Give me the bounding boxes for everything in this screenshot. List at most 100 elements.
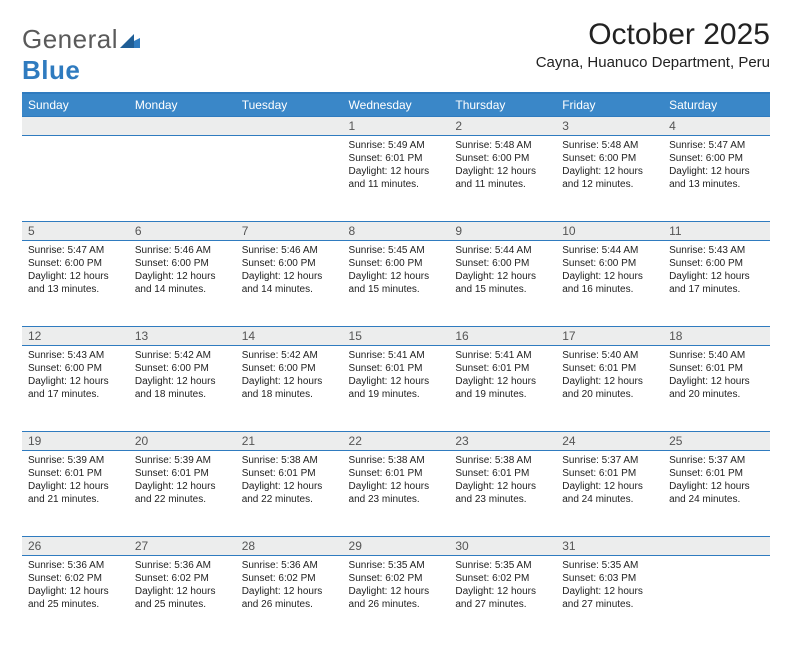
day-number: 27 [129,537,236,556]
daylight-text: Daylight: 12 hours and 23 minutes. [349,480,444,506]
day-cell [22,136,129,222]
day-cell: Sunrise: 5:41 AMSunset: 6:01 PMDaylight:… [449,346,556,432]
day-number: 2 [449,117,556,136]
day-cell: Sunrise: 5:44 AMSunset: 6:00 PMDaylight:… [449,241,556,327]
daylight-text: Daylight: 12 hours and 25 minutes. [135,585,230,611]
day-cell: Sunrise: 5:36 AMSunset: 6:02 PMDaylight:… [22,556,129,642]
logo-text-blue: Blue [22,55,80,85]
day-cell-body: Sunrise: 5:40 AMSunset: 6:01 PMDaylight:… [556,346,663,407]
day-cell: Sunrise: 5:43 AMSunset: 6:00 PMDaylight:… [22,346,129,432]
day-number: 19 [22,432,129,451]
day-number: 1 [343,117,450,136]
day-cell: Sunrise: 5:48 AMSunset: 6:00 PMDaylight:… [556,136,663,222]
daylight-text: Daylight: 12 hours and 26 minutes. [349,585,444,611]
daylight-text: Daylight: 12 hours and 17 minutes. [28,375,123,401]
day-cell: Sunrise: 5:47 AMSunset: 6:00 PMDaylight:… [22,241,129,327]
sunset-text: Sunset: 6:01 PM [669,362,764,375]
day-cell-body: Sunrise: 5:38 AMSunset: 6:01 PMDaylight:… [343,451,450,512]
sunrise-text: Sunrise: 5:39 AM [28,454,123,467]
sunrise-text: Sunrise: 5:41 AM [349,349,444,362]
day-cell [129,136,236,222]
day-cell: Sunrise: 5:44 AMSunset: 6:00 PMDaylight:… [556,241,663,327]
day-cell: Sunrise: 5:42 AMSunset: 6:00 PMDaylight:… [236,346,343,432]
logo: General Blue [22,18,140,86]
daylight-text: Daylight: 12 hours and 20 minutes. [669,375,764,401]
day-number: 29 [343,537,450,556]
sunrise-text: Sunrise: 5:37 AM [562,454,657,467]
sunrise-text: Sunrise: 5:38 AM [455,454,550,467]
daynum-row: 262728293031 [22,537,770,556]
sunrise-text: Sunrise: 5:40 AM [669,349,764,362]
day-cell-body: Sunrise: 5:42 AMSunset: 6:00 PMDaylight:… [236,346,343,407]
daylight-text: Daylight: 12 hours and 13 minutes. [28,270,123,296]
sunrise-text: Sunrise: 5:36 AM [28,559,123,572]
daylight-text: Daylight: 12 hours and 15 minutes. [455,270,550,296]
day-cell-body: Sunrise: 5:42 AMSunset: 6:00 PMDaylight:… [129,346,236,407]
sunrise-text: Sunrise: 5:47 AM [669,139,764,152]
daylight-text: Daylight: 12 hours and 11 minutes. [455,165,550,191]
sunset-text: Sunset: 6:01 PM [135,467,230,480]
day-cell: Sunrise: 5:47 AMSunset: 6:00 PMDaylight:… [663,136,770,222]
daylight-text: Daylight: 12 hours and 12 minutes. [562,165,657,191]
weekday-header: Thursday [449,93,556,117]
day-number: 6 [129,222,236,241]
day-number: 5 [22,222,129,241]
location-text: Cayna, Huanuco Department, Peru [536,54,770,71]
sunrise-text: Sunrise: 5:45 AM [349,244,444,257]
daylight-text: Daylight: 12 hours and 17 minutes. [669,270,764,296]
day-cell: Sunrise: 5:38 AMSunset: 6:01 PMDaylight:… [236,451,343,537]
sunset-text: Sunset: 6:01 PM [455,467,550,480]
weekday-header: Wednesday [343,93,450,117]
sunrise-text: Sunrise: 5:36 AM [242,559,337,572]
day-cell-body: Sunrise: 5:45 AMSunset: 6:00 PMDaylight:… [343,241,450,302]
daynum-row: 19202122232425 [22,432,770,451]
sunset-text: Sunset: 6:00 PM [455,152,550,165]
sunset-text: Sunset: 6:00 PM [669,152,764,165]
sunset-text: Sunset: 6:00 PM [562,152,657,165]
day-number: 26 [22,537,129,556]
sunset-text: Sunset: 6:00 PM [28,362,123,375]
sunset-text: Sunset: 6:02 PM [455,572,550,585]
sunset-text: Sunset: 6:01 PM [242,467,337,480]
sunrise-text: Sunrise: 5:46 AM [242,244,337,257]
day-cell: Sunrise: 5:36 AMSunset: 6:02 PMDaylight:… [129,556,236,642]
day-number [663,537,770,556]
day-cell-body: Sunrise: 5:40 AMSunset: 6:01 PMDaylight:… [663,346,770,407]
day-cell: Sunrise: 5:37 AMSunset: 6:01 PMDaylight:… [556,451,663,537]
header: General Blue October 2025 Cayna, Huanuco… [22,18,770,86]
sunrise-text: Sunrise: 5:48 AM [562,139,657,152]
sunset-text: Sunset: 6:00 PM [135,257,230,270]
day-cell: Sunrise: 5:39 AMSunset: 6:01 PMDaylight:… [22,451,129,537]
sunset-text: Sunset: 6:02 PM [349,572,444,585]
sunset-text: Sunset: 6:00 PM [242,257,337,270]
daynum-row: 12131415161718 [22,327,770,346]
day-cell-body: Sunrise: 5:41 AMSunset: 6:01 PMDaylight:… [343,346,450,407]
day-number: 15 [343,327,450,346]
day-number: 30 [449,537,556,556]
sunset-text: Sunset: 6:01 PM [349,467,444,480]
day-cell-body: Sunrise: 5:36 AMSunset: 6:02 PMDaylight:… [22,556,129,617]
day-cell: Sunrise: 5:35 AMSunset: 6:03 PMDaylight:… [556,556,663,642]
daylight-text: Daylight: 12 hours and 27 minutes. [455,585,550,611]
day-cell: Sunrise: 5:45 AMSunset: 6:00 PMDaylight:… [343,241,450,327]
sunset-text: Sunset: 6:02 PM [135,572,230,585]
day-cell: Sunrise: 5:41 AMSunset: 6:01 PMDaylight:… [343,346,450,432]
day-cell-body: Sunrise: 5:35 AMSunset: 6:03 PMDaylight:… [556,556,663,617]
daylight-text: Daylight: 12 hours and 14 minutes. [242,270,337,296]
sunset-text: Sunset: 6:00 PM [349,257,444,270]
day-number: 24 [556,432,663,451]
sunrise-text: Sunrise: 5:48 AM [455,139,550,152]
calendar-table: Sunday Monday Tuesday Wednesday Thursday… [22,92,770,642]
day-cell-body: Sunrise: 5:44 AMSunset: 6:00 PMDaylight:… [449,241,556,302]
daylight-text: Daylight: 12 hours and 11 minutes. [349,165,444,191]
day-cell [663,556,770,642]
daylight-text: Daylight: 12 hours and 20 minutes. [562,375,657,401]
day-cell: Sunrise: 5:46 AMSunset: 6:00 PMDaylight:… [129,241,236,327]
daylight-text: Daylight: 12 hours and 22 minutes. [135,480,230,506]
day-cell-body: Sunrise: 5:47 AMSunset: 6:00 PMDaylight:… [22,241,129,302]
day-number: 8 [343,222,450,241]
day-cell-body: Sunrise: 5:37 AMSunset: 6:01 PMDaylight:… [556,451,663,512]
sunrise-text: Sunrise: 5:44 AM [455,244,550,257]
day-number: 23 [449,432,556,451]
day-number: 3 [556,117,663,136]
